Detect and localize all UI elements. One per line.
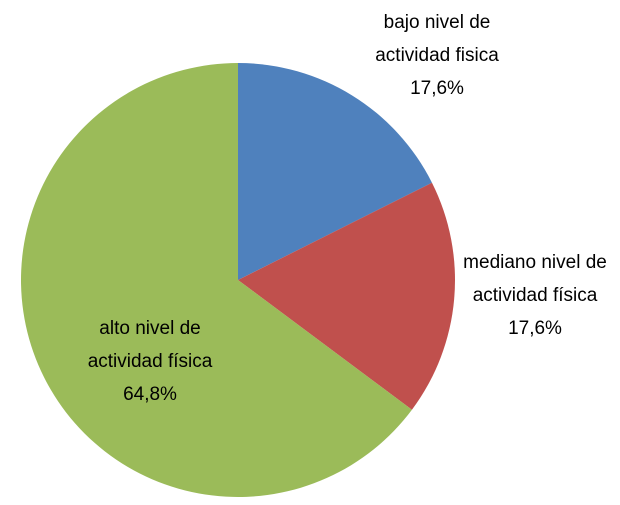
category-label: alto nivel de actividad física [87, 318, 213, 372]
value-label: 64,8% [123, 384, 177, 405]
value-label: 17,6% [508, 318, 562, 339]
pie-slice [238, 63, 432, 280]
category-label: mediano nivel de actividad física [463, 252, 607, 306]
slice-label: alto nivel de actividad física 64,8% [60, 312, 240, 411]
category-label: bajo nivel de actividad fisica [375, 12, 499, 66]
pie-slice [20, 63, 412, 497]
slice-label: mediano nivel de actividad física 17,6% [460, 246, 610, 345]
pie-slice [238, 182, 455, 410]
value-label: 17,6% [410, 78, 464, 99]
slice-label: bajo nivel de actividad fisica 17,6% [347, 6, 527, 105]
